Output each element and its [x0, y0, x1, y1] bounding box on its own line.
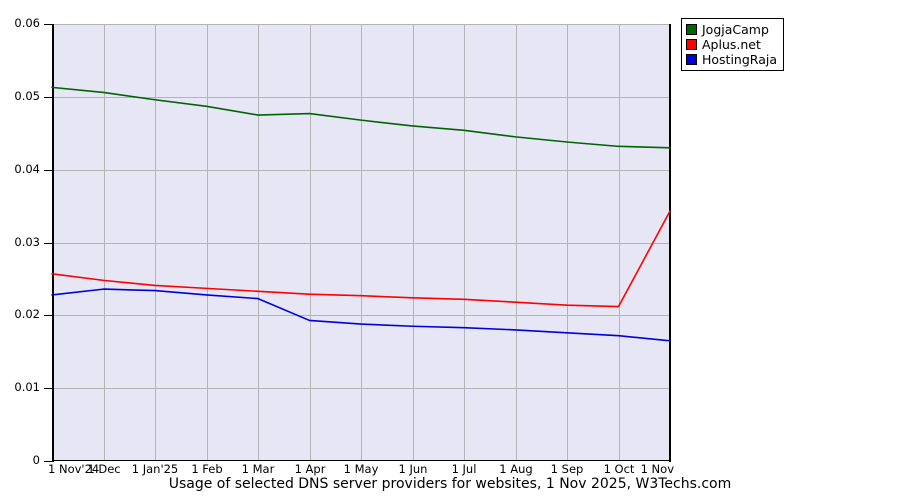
x-axis-label: 1 Mar [241, 462, 275, 476]
x-axis-label: 1 May [343, 462, 379, 476]
legend-item: Aplus.net [686, 37, 777, 52]
chart-caption: Usage of selected DNS server providers f… [168, 476, 732, 492]
x-axis-label: 1 Feb [191, 462, 223, 476]
gridline-vertical [310, 24, 311, 461]
x-axis-label: 1 Jul [451, 462, 477, 476]
legend-swatch-icon [686, 54, 697, 65]
axis-line-right [669, 24, 671, 462]
legend-item-label: JogjaCamp [702, 22, 769, 37]
legend-swatch-icon [686, 24, 697, 35]
gridline-vertical [516, 24, 517, 461]
y-axis-tick [44, 97, 52, 98]
axis-line-left [52, 24, 54, 462]
y-axis-label: 0.01 [14, 380, 40, 394]
x-axis-label: 1 Sep [550, 462, 584, 476]
y-axis-tick [44, 461, 52, 462]
series-line-jogjacamp [51, 86, 671, 149]
gridline-vertical [155, 24, 156, 461]
x-axis-label: 1 Nov'24 [48, 462, 100, 476]
x-axis-label: 1 Aug [499, 462, 533, 476]
x-axis-label: 1 Apr [294, 462, 326, 476]
y-axis-tick [44, 24, 52, 25]
y-axis-label: 0.06 [14, 16, 40, 30]
x-axis-label: 1 Jan'25 [131, 462, 179, 476]
gridline-vertical [207, 24, 208, 461]
gridline-vertical [567, 24, 568, 461]
gridline-vertical [464, 24, 465, 461]
y-axis-label: 0.02 [14, 307, 40, 321]
legend: JogjaCamp Aplus.net HostingRaja [681, 18, 784, 71]
y-axis-label: 0.05 [14, 89, 40, 103]
gridline-vertical [104, 24, 105, 461]
x-axis-label: 1 Jun [398, 462, 428, 476]
axis-line-bottom [52, 460, 671, 461]
y-axis-label: 0 [32, 453, 40, 467]
y-axis-tick [44, 388, 52, 389]
series-line-aplus-net [51, 210, 671, 308]
legend-item: HostingRaja [686, 52, 777, 67]
y-axis-tick [44, 315, 52, 316]
legend-item-label: Aplus.net [702, 37, 761, 52]
legend-swatch-icon [686, 39, 697, 50]
gridline-vertical [361, 24, 362, 461]
y-axis-label: 0.04 [14, 162, 40, 176]
x-axis-label: 1 Nov [640, 462, 674, 476]
gridline-vertical [258, 24, 259, 461]
series-line-hostingraja [51, 288, 671, 342]
gridline-vertical [619, 24, 620, 461]
legend-item-label: HostingRaja [702, 52, 777, 67]
x-axis-label: 1 Dec [87, 462, 121, 476]
legend-item: JogjaCamp [686, 22, 777, 37]
y-axis-tick [44, 170, 52, 171]
gridline-vertical [413, 24, 414, 461]
y-axis-tick [44, 243, 52, 244]
x-axis-label: 1 Oct [603, 462, 635, 476]
series-lines [51, 86, 671, 342]
y-axis-label: 0.03 [14, 235, 40, 249]
